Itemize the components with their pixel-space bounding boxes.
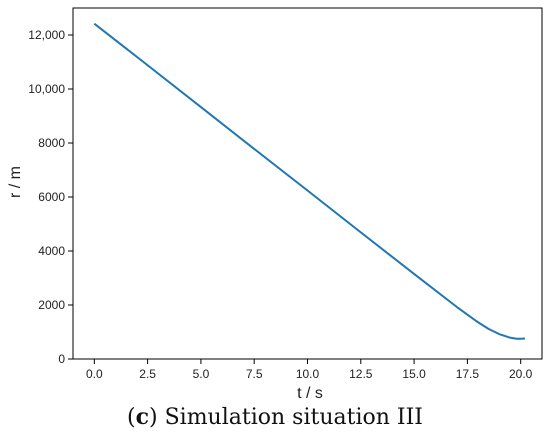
figure-caption: (c) Simulation situation III	[0, 404, 550, 430]
y-tick-label: 4000	[38, 244, 65, 258]
x-tick-label: 20.0	[509, 367, 533, 381]
caption-open-paren: (	[127, 405, 136, 430]
x-tick-label: 7.5	[246, 367, 263, 381]
caption-text: ) Simulation situation III	[149, 405, 423, 430]
x-tick-label: 15.0	[402, 367, 426, 381]
x-tick-label: 5.0	[193, 367, 210, 381]
y-tick-label: 12,000	[28, 28, 65, 42]
y-tick-label: 2000	[38, 298, 65, 312]
y-tick-label: 8000	[38, 136, 65, 150]
x-axis-label: t / s	[297, 385, 323, 402]
y-axis-label: r / m	[7, 166, 24, 198]
x-axis-ticks: 0.0 2.5 5.0 7.5 10.0 12.5 15.0 17.5 20.0	[86, 359, 533, 381]
series-line-0	[93, 22, 526, 340]
y-tick-label: 10,000	[28, 82, 65, 96]
x-tick-label: 12.5	[349, 367, 373, 381]
y-axis-ticks: 0 2000 4000 6000 8000 10,000 12,000	[28, 28, 73, 366]
x-tick-label: 10.0	[296, 367, 320, 381]
caption-panel-label: c	[135, 404, 150, 430]
x-tick-label: 0.0	[86, 367, 103, 381]
y-tick-label: 6000	[38, 190, 65, 204]
x-tick-label: 2.5	[139, 367, 156, 381]
x-tick-label: 17.5	[456, 367, 480, 381]
y-tick-label: 0	[58, 352, 65, 366]
series-group	[93, 22, 526, 340]
